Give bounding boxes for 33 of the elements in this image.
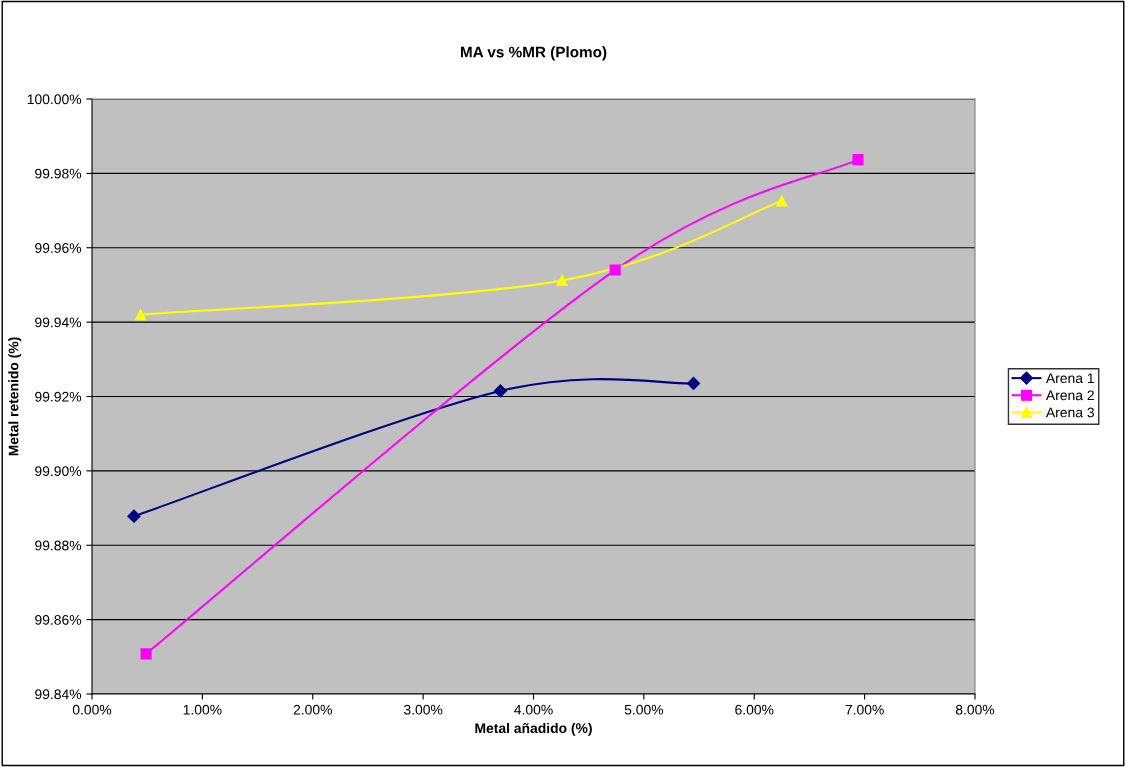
x-tick-label: 8.00% bbox=[955, 704, 995, 715]
point bbox=[135, 309, 147, 321]
x-tick-label: 6.00% bbox=[735, 704, 774, 715]
x-tick-label: 3.00% bbox=[403, 704, 443, 715]
x-tick-label: 0.00% bbox=[72, 704, 112, 715]
x-tick-label: 7.00% bbox=[845, 704, 884, 715]
point bbox=[852, 154, 864, 166]
point bbox=[140, 648, 152, 660]
y-tick-label: 99.90% bbox=[35, 466, 82, 477]
y-tick-label: 100.00% bbox=[27, 94, 82, 105]
y-axis-title: Metal retenido (%) bbox=[8, 337, 22, 456]
y-tick-label: 99.96% bbox=[35, 243, 82, 253]
point bbox=[127, 509, 141, 523]
x-tick-label: 5.00% bbox=[624, 704, 664, 715]
x-axis-title: Metal añadido (%) bbox=[475, 722, 592, 736]
point bbox=[556, 274, 568, 287]
point bbox=[493, 384, 507, 398]
y-tick-label: 99.98% bbox=[35, 168, 82, 179]
legend-label: Arena 1 bbox=[1045, 373, 1094, 384]
legend-label: Arena 3 bbox=[1045, 407, 1094, 418]
y-tick-label: 99.94% bbox=[35, 317, 82, 328]
y-tick-label: 99.86% bbox=[35, 614, 82, 625]
x-tick-label: 4.00% bbox=[514, 704, 553, 715]
legend-label: Arena 2 bbox=[1045, 390, 1094, 401]
chart-title: MA vs %MR (Plomo) bbox=[460, 46, 607, 61]
y-tick-label: 99.92% bbox=[35, 391, 82, 402]
x-tick-label: 1.00% bbox=[183, 704, 222, 715]
x-tick-label: 2.00% bbox=[293, 704, 332, 715]
point bbox=[609, 264, 621, 276]
y-tick-label: 99.88% bbox=[35, 540, 82, 551]
y-tick-label: 99.84% bbox=[35, 689, 82, 700]
point bbox=[686, 376, 701, 391]
point bbox=[776, 195, 788, 207]
